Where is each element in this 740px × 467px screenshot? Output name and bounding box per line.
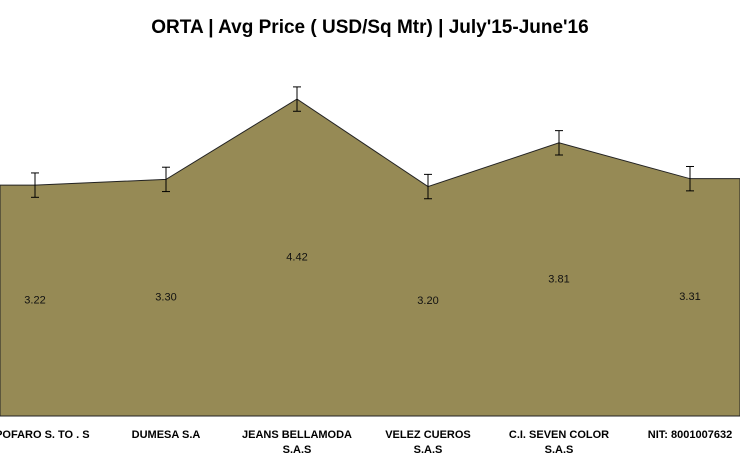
error-bar — [31, 172, 39, 198]
x-tick-label: DUMESA S.A — [132, 429, 201, 441]
error-bar — [162, 166, 170, 193]
x-tick-label: EXPOFARO S. TO . S — [0, 429, 90, 441]
error-bar — [686, 165, 694, 192]
area — [0, 98, 740, 417]
value-label: 4.42 — [286, 251, 307, 263]
value-label: 3.22 — [24, 294, 45, 306]
value-label: 3.20 — [417, 295, 438, 307]
value-label: 3.81 — [548, 273, 569, 285]
x-tick-label: NIT: 8001007632 — [648, 429, 732, 441]
value-label: 3.31 — [679, 291, 700, 303]
chart-title: ORTA | Avg Price ( USD/Sq Mtr) | July'15… — [151, 17, 588, 38]
x-tick-label: JEANS BELLAMODA S.A.S — [242, 429, 352, 456]
value-label: 3.30 — [155, 292, 176, 304]
error-bar — [293, 86, 301, 112]
x-tick-label: VELEZ CUEROS S.A.S — [385, 429, 471, 456]
error-bar — [555, 130, 563, 156]
error-bar — [424, 173, 432, 200]
x-tick-label: C.I. SEVEN COLOR S.A.S — [509, 429, 609, 456]
